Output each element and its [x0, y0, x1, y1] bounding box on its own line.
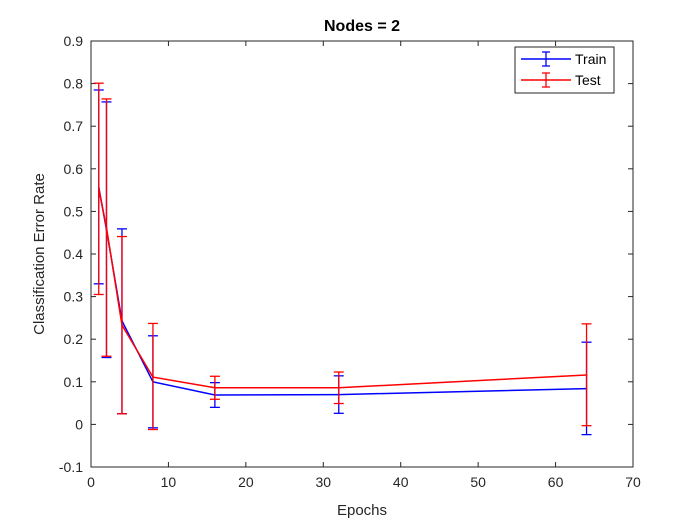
- x-tick-label: 40: [393, 474, 409, 490]
- x-tick-label: 0: [87, 474, 95, 490]
- data-point: [337, 386, 340, 389]
- x-tick-label: 10: [161, 474, 177, 490]
- legend-label-train: Train: [575, 51, 606, 67]
- x-tick-label: 50: [470, 474, 486, 490]
- legend: Train Test: [514, 46, 615, 94]
- x-tick-label: 60: [548, 474, 564, 490]
- ticks-layer: 0 10 20 30 40 50 60 70-0.100.10.20.30.40.50.60.…: [59, 33, 641, 490]
- x-axis-label: Epochs: [337, 502, 387, 519]
- series-layer: [93, 82, 592, 436]
- data-point: [105, 226, 108, 229]
- y-tick-label: 0.8: [64, 76, 84, 92]
- legend-label-test: Test: [575, 72, 601, 88]
- x-tick-label: 70: [625, 474, 641, 490]
- data-point: [121, 324, 123, 326]
- data-point: [97, 188, 100, 190]
- plot-frame: [90, 40, 634, 468]
- series-test: [93, 82, 592, 431]
- y-tick-label: -0.1: [59, 459, 83, 475]
- chart-title: Nodes = 2: [324, 18, 400, 35]
- y-tick-label: 0.5: [64, 203, 84, 219]
- x-tick-label: 20: [238, 474, 254, 490]
- y-tick-label: 0.1: [64, 374, 84, 390]
- y-axis-label: Classification Error Rate: [31, 173, 48, 335]
- y-tick-label: 0.2: [64, 331, 84, 347]
- x-tick-label: 30: [315, 474, 331, 490]
- data-point: [214, 386, 216, 389]
- y-tick-label: 0.4: [64, 246, 84, 262]
- data-point: [152, 376, 154, 378]
- legend-box: [514, 46, 615, 94]
- y-tick-label: 0.6: [64, 161, 84, 177]
- y-tick-label: 0.9: [64, 33, 84, 49]
- data-point: [585, 374, 588, 376]
- y-tick-label: 0.7: [64, 118, 84, 134]
- y-tick-label: 0.3: [64, 289, 84, 305]
- plot-area: [91, 41, 633, 467]
- y-tick-label: 0: [75, 416, 83, 432]
